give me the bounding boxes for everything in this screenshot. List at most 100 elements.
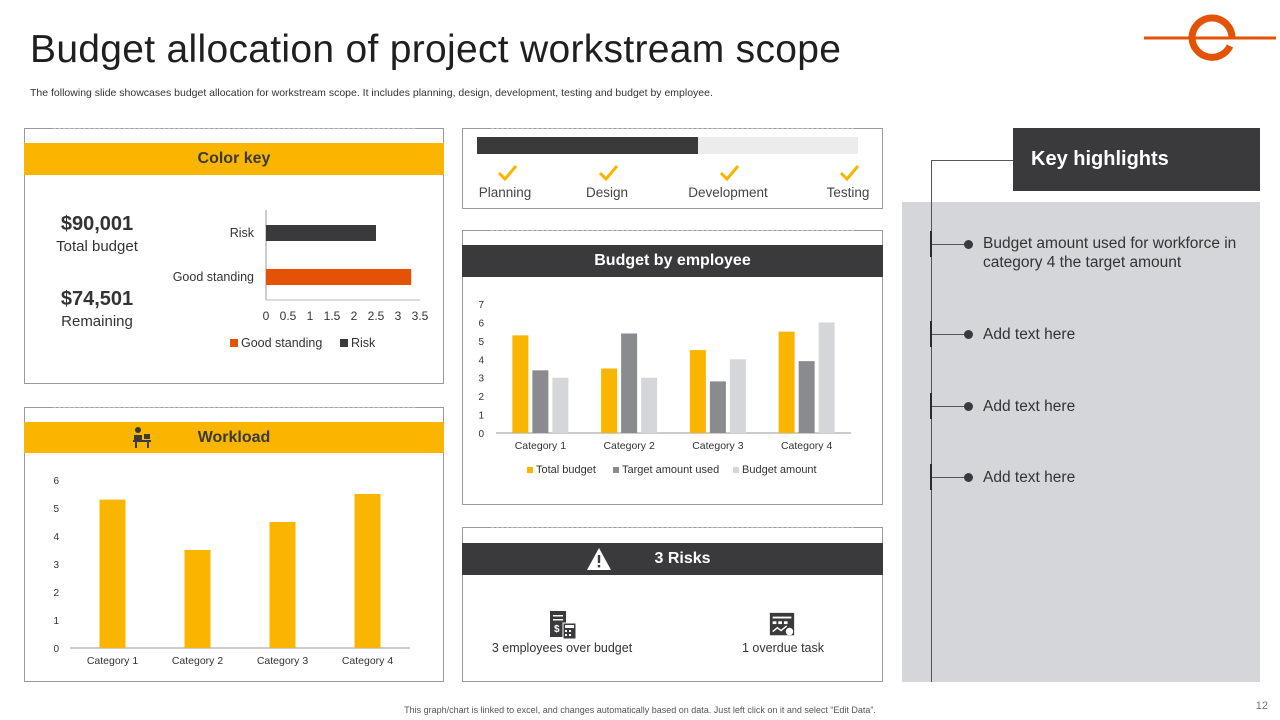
workload-bar [269,522,296,648]
y-tick-label: 6 [478,318,484,329]
x-tick-label: Category 2 [603,440,655,452]
legend-label: Risk [351,336,376,350]
y-tick-label: 5 [53,504,59,515]
x-tick-label: Category 3 [692,440,744,452]
x-tick-label: 0.5 [280,309,297,323]
y-tick-label: 1 [53,616,59,627]
legend-budget-amount: Budget amount [733,464,817,476]
employee-bar-chart: 0 1 2 3 4 5 6 7 Category 1 Category 2 Category 3 Ca… [478,300,851,452]
remaining-value: $74,501 [60,288,134,310]
timeline-tick [930,393,932,419]
timeline-connector [932,406,966,407]
x-tick-label: 0 [263,309,270,323]
timeline-tick [930,231,932,257]
check-icon [598,165,619,182]
y-tick-label: 3 [478,374,484,385]
footer-note: This graph/chart is linked to excel, and… [404,705,876,715]
employee-bar-target-amount-used [798,361,815,433]
risks-heading-bar: 3 Risks [462,543,883,575]
stage-testing: Testing [826,185,870,200]
warning-icon [587,548,611,570]
page-title: Budget allocation of project workstream … [30,28,842,71]
x-tick-label: 2.5 [368,309,385,323]
color-key-heading: Color key [24,143,444,175]
employee-bar-target-amount-used [709,381,726,433]
employee-bar-budget-amount [729,359,746,433]
legend-swatch [527,467,533,473]
y-tick-label: 7 [478,300,484,311]
progress-fill [477,137,698,154]
brand-logo-icon [1144,14,1276,61]
legend-label: Budget amount [742,464,817,476]
stage-development: Development [688,185,768,200]
y-tick-label: 3 [53,560,59,571]
timeline-connector [932,244,966,245]
x-tick-label: 1.5 [324,309,341,323]
category-label: Good standing [173,270,254,284]
check-icon [497,165,518,182]
y-tick-label: 4 [53,532,59,543]
x-tick-label: Category 1 [87,655,139,667]
key-highlights-heading: Key highlights [1013,128,1260,191]
y-tick-label: 2 [53,588,59,599]
y-tick-label: 0 [53,644,59,655]
key-highlights-panel [902,202,1260,682]
workload-heading-bar: Workload [24,422,444,453]
workload-bar [184,550,211,648]
employee-heading: Budget by employee [462,245,883,277]
bullet-dot [964,473,973,482]
highlight-item: Add text here [983,469,1076,486]
timeline-top-link [931,160,1013,161]
y-tick-label: 6 [53,476,59,487]
legend-target-amount: Target amount used [613,464,719,476]
total-budget-value: $90,001 [60,213,134,235]
x-tick-label: Category 3 [257,655,309,667]
legend-total-budget: Total budget [527,464,596,476]
employee-bar-target-amount-used [621,333,638,433]
x-tick-label: 3 [395,309,402,323]
category-label: Risk [230,226,255,240]
employee-bar-budget-amount [818,322,835,433]
svg-text:$: $ [554,624,560,635]
bar-risk [266,225,376,241]
workload-bar [99,499,126,648]
color-key-bar-chart: Good standing Risk 0 0.5 1 1.5 2 2.5 3 3.5 [173,210,429,323]
legend-swatch [613,467,619,473]
remaining-label: Remaining [61,313,133,330]
bullet-dot [964,240,973,249]
page-subtitle: The following slide showcases budget all… [30,87,713,99]
risks-heading: 3 Risks [654,550,711,567]
y-tick-label: 5 [478,337,484,348]
check-icon [719,165,740,182]
y-tick-label: 0 [478,429,484,440]
employee-bar-target-amount-used [532,370,549,433]
highlight-item: Add text here [983,326,1076,343]
timeline-connector [932,477,966,478]
x-tick-label: Category 1 [515,440,567,452]
total-budget-label: Total budget [56,238,138,255]
x-tick-label: Category 4 [342,655,394,667]
bar-good-standing [266,269,412,285]
progress-track [477,137,858,154]
overdue-calendar-icon [769,612,795,636]
bullet-dot [964,330,973,339]
y-tick-label: 1 [478,411,484,422]
timeline-tick [930,321,932,347]
timeline-line [931,160,932,682]
legend-swatch [340,339,348,347]
stage-design: Design [585,185,629,200]
risk-item-overdue-task: 1 overdue task [742,641,824,655]
x-tick-label: Category 4 [781,440,833,452]
legend-good-standing: Good standing [230,336,322,350]
legend-label: Total budget [536,464,596,476]
y-tick-label: 2 [478,392,484,403]
x-tick-label: 2 [351,309,358,323]
employee-bar-budget-amount [552,377,569,433]
employee-bar-total-budget [689,350,706,433]
timeline-connector [932,334,966,335]
legend-swatch [230,339,238,347]
check-icon [839,165,860,182]
y-tick-label: 4 [478,355,484,366]
calculator-document-icon: $ [550,611,577,640]
worker-desk-icon [133,427,151,448]
